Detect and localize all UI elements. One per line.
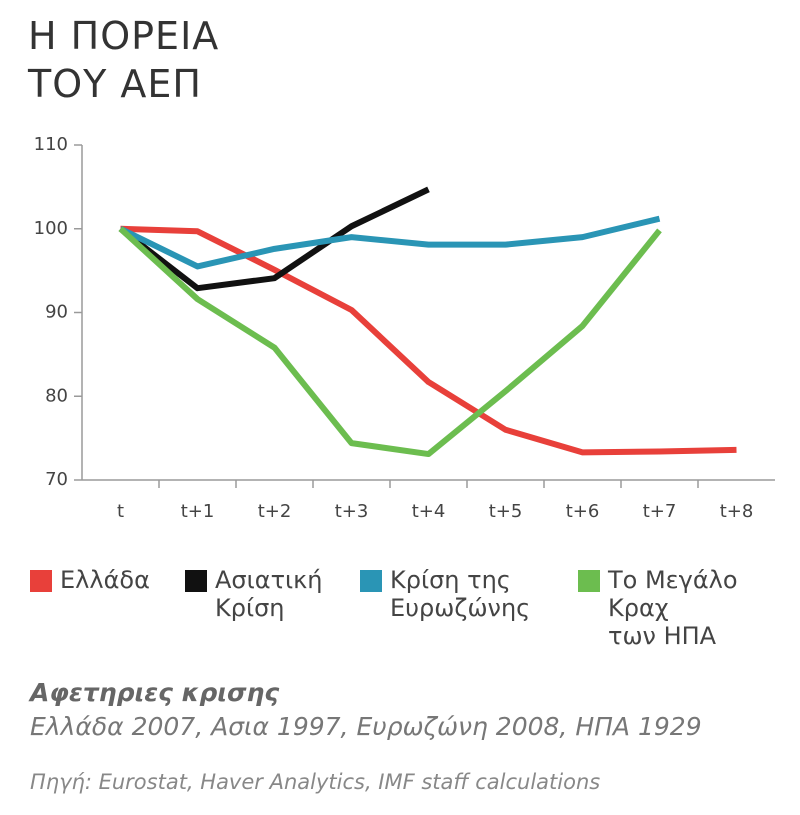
legend-label: Κρίση της Ευρωζώνης	[390, 566, 531, 622]
y-tick-label: 110	[34, 134, 68, 155]
legend-item: Το Μεγάλο Κραχ των ΗΠΑ	[578, 566, 738, 650]
x-tick-label: t+7	[643, 501, 677, 522]
y-tick-label: 80	[45, 385, 68, 406]
y-tick-label: 100	[34, 218, 68, 239]
y-tick-label: 90	[45, 302, 68, 323]
legend-item: Κρίση της Ευρωζώνης	[360, 566, 530, 622]
title-line: ΤΟΥ ΑΕΠ	[28, 62, 202, 106]
series-line	[120, 225, 737, 456]
series-line	[118, 186, 430, 292]
chart-title: Η ΠΟΡΕΙΑ ΤΟΥ ΑΕΠ	[28, 12, 219, 108]
legend-swatch	[360, 570, 382, 592]
x-tick-label: t+3	[335, 501, 369, 522]
x-tick-label: t+4	[412, 501, 446, 522]
chart: 70 80 90 100 110 t t+1 t+2 t+3 t+4 t+5 t+6 t+7 t+8	[34, 134, 775, 522]
legend-item: Ασιατική Κρίση	[185, 566, 323, 622]
y-tick-label: 70	[45, 469, 68, 490]
series-line	[118, 226, 662, 458]
x-tick-label: t+1	[181, 501, 215, 522]
legend-swatch	[578, 570, 600, 592]
source: Πηγή: Eurostat, Haver Analytics, IMF sta…	[30, 770, 601, 794]
x-tick-label: t	[117, 501, 124, 522]
x-tick-label: t+5	[489, 501, 523, 522]
legend-swatch	[185, 570, 207, 592]
x-tick-label: t+2	[258, 501, 292, 522]
legend-label: Το Μεγάλο Κραχ των ΗΠΑ	[608, 566, 738, 650]
subtitle: Αφετηριες κρισης	[30, 678, 280, 707]
legend-label: Ελλάδα	[60, 566, 150, 594]
note: Ελλάδα 2007, Ασια 1997, Ευρωζώνη 2008, Η…	[30, 712, 702, 741]
legend-swatch	[30, 570, 52, 592]
x-tick-label: t+6	[566, 501, 600, 522]
x-tick-label: t+8	[720, 501, 754, 522]
legend-label: Ασιατική Κρίση	[215, 566, 323, 622]
series-line	[119, 215, 661, 270]
title-line: Η ΠΟΡΕΙΑ	[28, 14, 220, 58]
legend-item: Ελλάδα	[30, 566, 150, 594]
